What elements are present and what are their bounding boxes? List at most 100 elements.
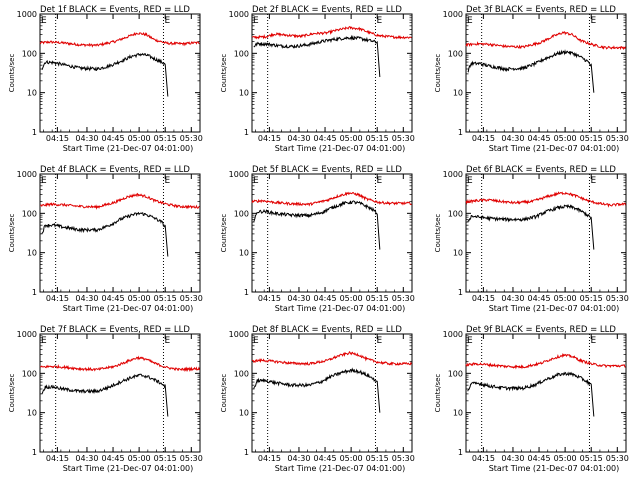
y-axis-label: Counts/sec (220, 214, 228, 253)
corner-marker: E (590, 176, 596, 186)
series-events-black (467, 49, 595, 93)
y-axis-label: Counts/sec (8, 54, 16, 93)
series-lld-red (251, 26, 412, 40)
plot-frame (251, 173, 413, 293)
series-lld-red (39, 31, 200, 48)
x-tick-label: 05:30 (180, 454, 203, 463)
x-tick-label: 05:00 (128, 134, 151, 143)
x-tick-label: 05:30 (606, 134, 629, 143)
y-tick-label: 1000 (17, 330, 37, 339)
series-lld-red (39, 355, 200, 372)
detector-panel-4: Det 4f BLACK = Events, RED = LLD 1 10 100 10… (8, 165, 203, 313)
detector-panel-1: Det 1f BLACK = Events, RED = LLD 1 10 100 10… (8, 5, 203, 153)
x-tick-label: 04:15 (46, 454, 69, 463)
y-axis-label: Counts/sec (8, 374, 16, 413)
plot-frame (465, 173, 627, 293)
corner-marker: E (41, 336, 47, 346)
y-tick-label: 10 (453, 89, 463, 98)
x-axis-label: Start Time (21-Dec-07 04:01:00) (275, 464, 406, 473)
y-axis-label: Counts/sec (434, 374, 442, 413)
series-events-black (467, 203, 595, 250)
x-tick-label: 05:00 (554, 294, 577, 303)
detector-panel-6: Det 6f BLACK = Events, RED = LLD 1 10 100 10… (434, 165, 629, 313)
series-events-black (253, 34, 381, 78)
y-tick-label: 1000 (229, 170, 249, 179)
y-tick-label: 1000 (229, 10, 249, 19)
x-tick-label: 05:00 (128, 454, 151, 463)
x-tick-label: 04:30 (287, 134, 310, 143)
x-tick-label: 05:15 (366, 134, 389, 143)
x-tick-label: 04:45 (528, 134, 551, 143)
series-events-black (253, 367, 381, 413)
series-lld-red (251, 191, 412, 207)
y-tick-label: 10 (239, 89, 249, 98)
y-tick-label: 1 (32, 448, 37, 457)
x-tick-label: 05:00 (554, 134, 577, 143)
x-tick-label: 05:15 (580, 294, 603, 303)
x-tick-label: 04:30 (501, 454, 524, 463)
y-tick-label: 100 (448, 369, 463, 378)
y-tick-label: 1 (244, 128, 249, 137)
panel-title: Det 2f BLACK = Events, RED = LLD (252, 5, 402, 15)
y-tick-label: 10 (239, 409, 249, 418)
x-tick-label: 05:15 (154, 294, 177, 303)
x-tick-label: 04:15 (472, 134, 495, 143)
x-tick-label: 05:00 (340, 454, 363, 463)
panel-title: Det 8f BLACK = Events, RED = LLD (252, 325, 402, 335)
y-tick-label: 10 (27, 249, 37, 258)
corner-marker: E (590, 16, 596, 26)
corner-marker: E (590, 336, 596, 346)
x-tick-label: 05:15 (154, 134, 177, 143)
y-axis-label: Counts/sec (8, 214, 16, 253)
y-tick-label: 1 (244, 448, 249, 457)
series-lld-red (465, 352, 626, 370)
plot-frame (465, 13, 627, 133)
corner-marker: E (253, 336, 259, 346)
x-tick-label: 04:30 (75, 454, 98, 463)
corner-marker: E (164, 176, 170, 186)
y-tick-label: 10 (239, 249, 249, 258)
y-tick-label: 100 (22, 209, 37, 218)
x-tick-label: 05:30 (606, 294, 629, 303)
series-lld-red (465, 31, 626, 51)
y-axis-label: Counts/sec (434, 54, 442, 93)
x-tick-label: 04:15 (258, 294, 281, 303)
x-axis-label: Start Time (21-Dec-07 04:01:00) (489, 304, 620, 313)
x-tick-label: 05:30 (392, 294, 415, 303)
corner-marker: E (467, 16, 473, 26)
series-lld-red (251, 350, 412, 367)
panel-title: Det 9f BLACK = Events, RED = LLD (466, 325, 616, 335)
x-tick-label: 04:45 (102, 134, 125, 143)
detector-panel-2: Det 2f BLACK = Events, RED = LLD 1 10 100 10… (220, 5, 415, 153)
x-tick-label: 05:30 (180, 294, 203, 303)
y-tick-label: 10 (453, 249, 463, 258)
corner-marker: E (164, 336, 170, 346)
series-lld-red (465, 191, 626, 208)
series-events-black (41, 373, 169, 417)
corner-marker: E (467, 336, 473, 346)
x-axis-label: Start Time (21-Dec-07 04:01:00) (63, 464, 194, 473)
x-tick-label: 04:30 (501, 294, 524, 303)
x-tick-label: 05:30 (606, 454, 629, 463)
y-tick-label: 1000 (443, 10, 463, 19)
x-tick-label: 05:00 (554, 454, 577, 463)
x-tick-label: 04:30 (75, 294, 98, 303)
x-tick-label: 05:00 (128, 294, 151, 303)
y-tick-label: 10 (453, 409, 463, 418)
y-tick-label: 1000 (229, 330, 249, 339)
x-tick-label: 05:15 (580, 454, 603, 463)
y-tick-label: 1 (32, 288, 37, 297)
x-tick-label: 04:30 (287, 294, 310, 303)
y-tick-label: 1000 (443, 170, 463, 179)
x-axis-label: Start Time (21-Dec-07 04:01:00) (275, 144, 406, 153)
x-tick-label: 04:15 (258, 454, 281, 463)
x-tick-label: 04:15 (258, 134, 281, 143)
panel-title: Det 6f BLACK = Events, RED = LLD (466, 165, 616, 175)
panel-title: Det 1f BLACK = Events, RED = LLD (40, 5, 190, 15)
x-tick-label: 04:45 (528, 294, 551, 303)
plot-frame (39, 13, 201, 133)
y-tick-label: 1 (244, 288, 249, 297)
panel-title: Det 4f BLACK = Events, RED = LLD (40, 165, 190, 175)
corner-marker: E (41, 16, 47, 26)
x-tick-label: 05:30 (392, 134, 415, 143)
